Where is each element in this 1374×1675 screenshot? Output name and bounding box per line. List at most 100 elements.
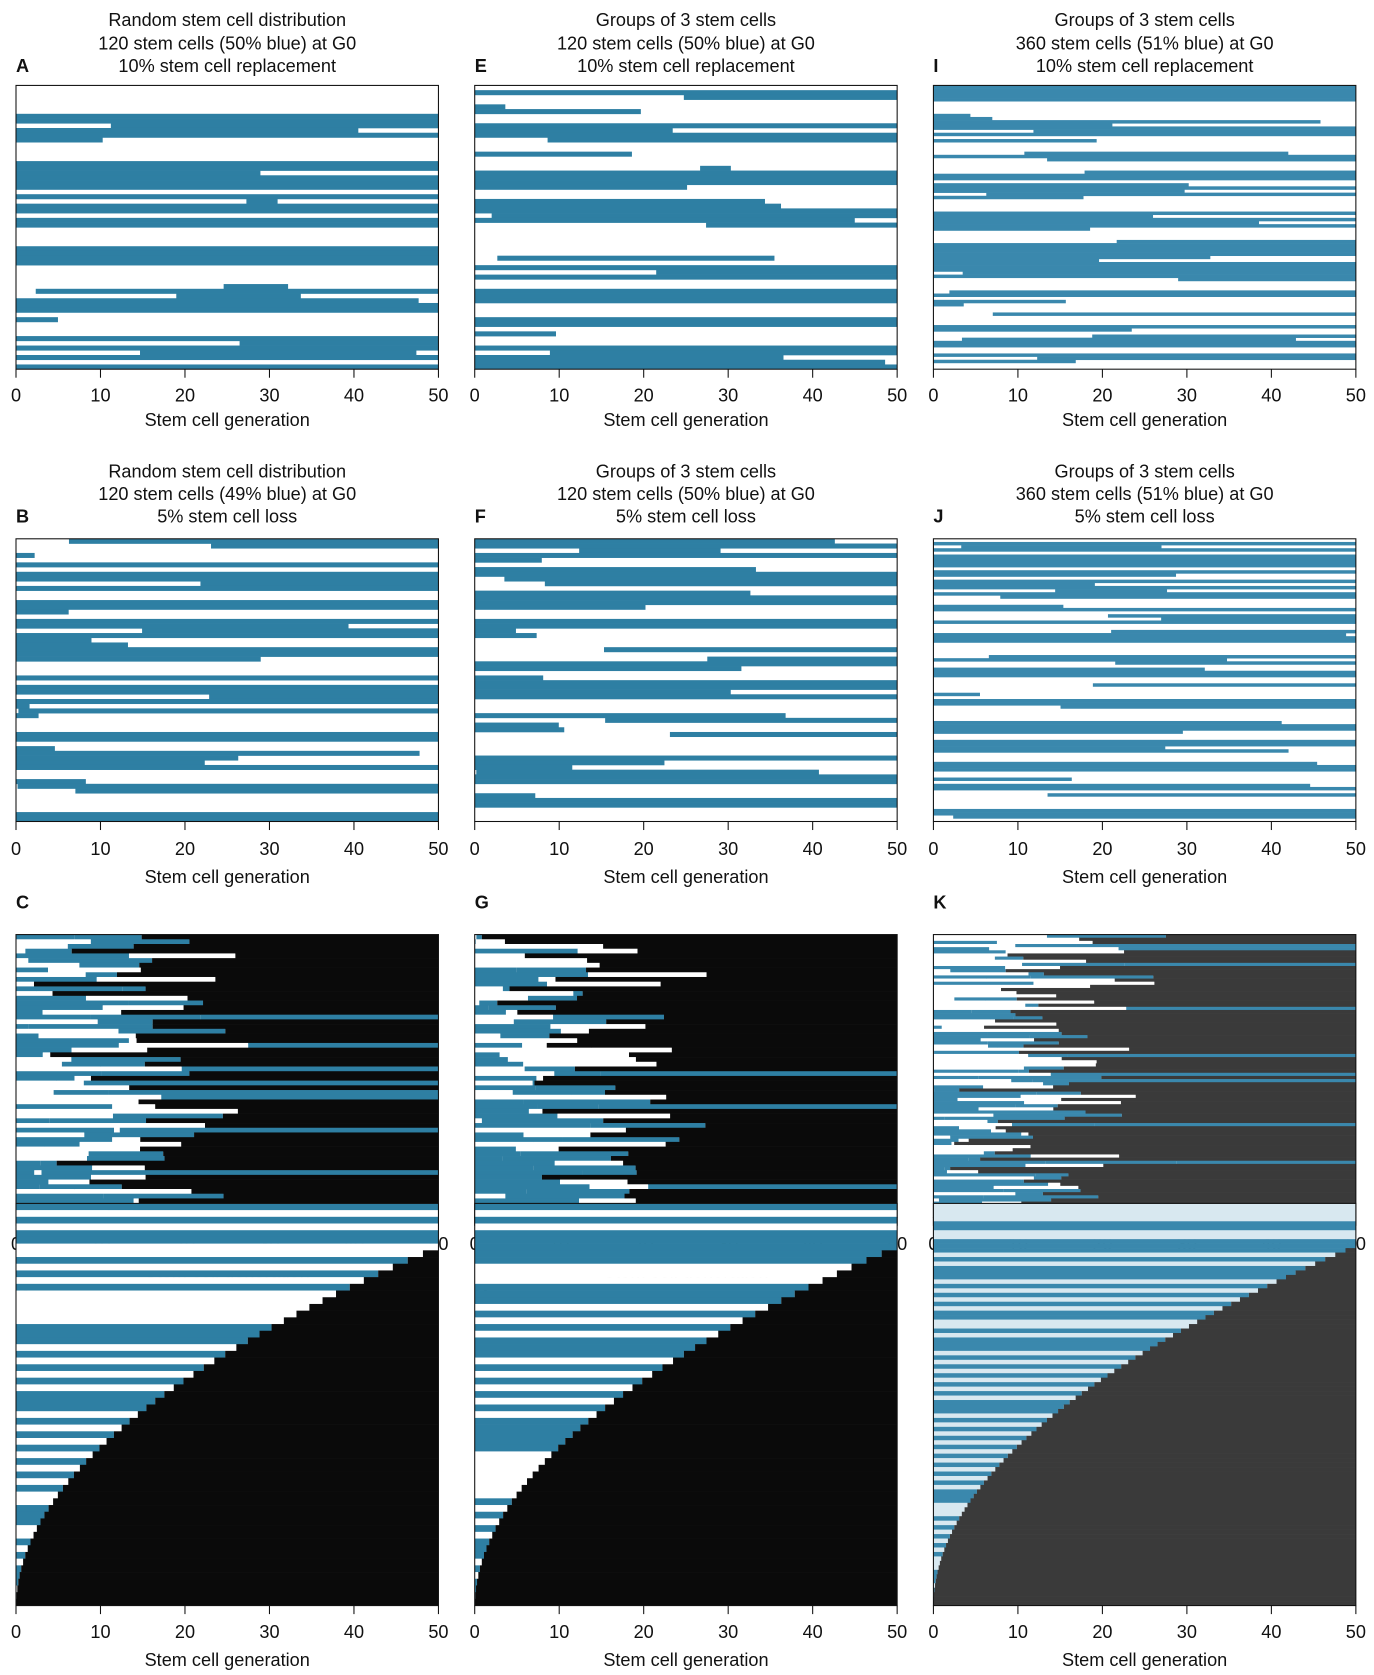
- heatmap-cell: [705, 1123, 898, 1129]
- heatmap-cell: [551, 1451, 898, 1459]
- heatmap-cell: [604, 647, 898, 653]
- heatmap-cell: [933, 1297, 1240, 1303]
- heatmap-cell: [85, 995, 188, 1001]
- heatmap-cell: [544, 1458, 898, 1466]
- heatmap-cell: [16, 1203, 439, 1211]
- heatmap-cell: [978, 1107, 1054, 1111]
- heatmap-cell: [588, 1417, 898, 1425]
- heatmap-cell: [18, 1578, 439, 1586]
- heatmap-cell: [942, 1551, 1356, 1557]
- heatmap-cell: [140, 967, 439, 973]
- heatmap-cell: [16, 113, 439, 119]
- heatmap-cell: [16, 689, 439, 695]
- heatmap-cell: [1005, 969, 1356, 973]
- heatmap-cell: [933, 1104, 1016, 1108]
- heatmap-cell: [474, 1464, 539, 1472]
- heatmap-cell: [944, 1167, 951, 1171]
- heatmap-cell: [30, 1538, 439, 1546]
- heatmap-cell: [947, 1148, 1013, 1152]
- heatmap-cell: [474, 1179, 561, 1185]
- heatmap-cell: [987, 1475, 1356, 1481]
- heatmap-cell: [474, 364, 898, 370]
- heatmap-cell: [933, 563, 1356, 568]
- heatmap-cell: [933, 261, 1356, 266]
- heatmap-cell: [933, 1063, 1024, 1067]
- heatmap-cell: [474, 1033, 501, 1039]
- heatmap-cell: [1173, 1332, 1356, 1338]
- heatmap-cell: [96, 976, 216, 983]
- heatmap-cell: [1111, 629, 1356, 634]
- heatmap-cell: [1022, 1028, 1059, 1033]
- heatmap-cell: [971, 1009, 1011, 1014]
- heatmap-cell: [933, 265, 1356, 269]
- heatmap-cell: [951, 1141, 955, 1146]
- heatmap-cell: [933, 91, 1356, 96]
- heatmap-cell: [474, 1404, 606, 1412]
- heatmap-cell: [16, 986, 123, 992]
- heatmap-cell: [1114, 1368, 1356, 1374]
- heatmap-cell: [53, 1090, 109, 1096]
- heatmap-cell: [79, 962, 140, 968]
- heatmap-cell: [1325, 1257, 1356, 1262]
- heatmap-cell: [933, 1097, 958, 1102]
- heatmap-cell: [140, 350, 417, 356]
- panel-title: 360 stem cells (51% blue) at G0: [1016, 34, 1274, 54]
- heatmap-cell: [933, 1480, 984, 1486]
- heatmap-cell: [933, 1435, 1027, 1441]
- heatmap-cell: [140, 1137, 439, 1143]
- heatmap-cell: [933, 1160, 1046, 1165]
- heatmap-cell: [27, 1545, 439, 1553]
- heatmap-cell: [474, 1551, 484, 1559]
- heatmap-cell: [933, 1261, 1316, 1267]
- heatmap-cell: [16, 600, 439, 606]
- x-tick-label: 10: [90, 386, 110, 406]
- heatmap-cell: [474, 1132, 524, 1138]
- heatmap-cell: [474, 1558, 482, 1566]
- heatmap-cell: [1024, 1101, 1121, 1105]
- heatmap-cell: [1188, 1324, 1356, 1329]
- heatmap-cell: [74, 934, 142, 940]
- heatmap-cell: [989, 947, 1119, 951]
- heatmap-cell: [1047, 793, 1356, 797]
- x-tick-label: 0: [470, 386, 480, 406]
- heatmap-cell: [474, 1160, 555, 1166]
- heatmap-cell: [90, 1075, 439, 1081]
- heatmap-cell: [474, 1024, 551, 1030]
- heatmap-cell: [16, 1511, 45, 1519]
- heatmap-cell: [944, 1547, 1356, 1553]
- heatmap-cell: [474, 1090, 513, 1096]
- heatmap-cell: [933, 1458, 1004, 1463]
- panel: D01020304050Stem cell generation: [11, 1202, 449, 1670]
- heatmap-cell: [200, 581, 439, 587]
- heatmap-cell: [524, 953, 898, 959]
- heatmap-cell: [16, 1290, 337, 1298]
- heatmap-cell: [16, 1444, 100, 1452]
- heatmap-cell: [1051, 1198, 1356, 1202]
- heatmap-cell: [474, 567, 756, 573]
- heatmap-cell: [42, 1052, 51, 1058]
- heatmap-cell: [707, 656, 898, 662]
- heatmap-cell: [881, 1250, 898, 1258]
- heatmap-cell: [16, 246, 439, 252]
- heatmap-cell: [489, 1538, 898, 1546]
- heatmap-cell: [474, 1565, 480, 1573]
- heatmap-cell: [933, 991, 946, 995]
- heatmap-cell: [16, 1061, 62, 1067]
- heatmap-cell: [422, 1250, 439, 1258]
- heatmap-cell: [16, 1491, 58, 1499]
- heatmap-cell: [474, 948, 578, 954]
- heatmap-cell: [635, 1198, 898, 1204]
- heatmap-cell: [90, 939, 190, 945]
- heatmap-cell: [203, 1364, 439, 1372]
- heatmap-cell: [214, 1357, 439, 1365]
- heatmap-cell: [222, 1113, 439, 1119]
- heatmap-cell: [577, 1038, 898, 1044]
- heatmap-cell: [16, 764, 439, 770]
- heatmap-cell: [474, 571, 898, 577]
- x-tick-label: 20: [634, 839, 654, 859]
- heatmap-cell: [933, 777, 1072, 781]
- heatmap-cell: [1015, 1013, 1356, 1017]
- panel-title: 120 stem cells (50% blue) at G0: [557, 484, 815, 504]
- heatmap-cell: [16, 1151, 89, 1157]
- heatmap-cell: [671, 1047, 898, 1053]
